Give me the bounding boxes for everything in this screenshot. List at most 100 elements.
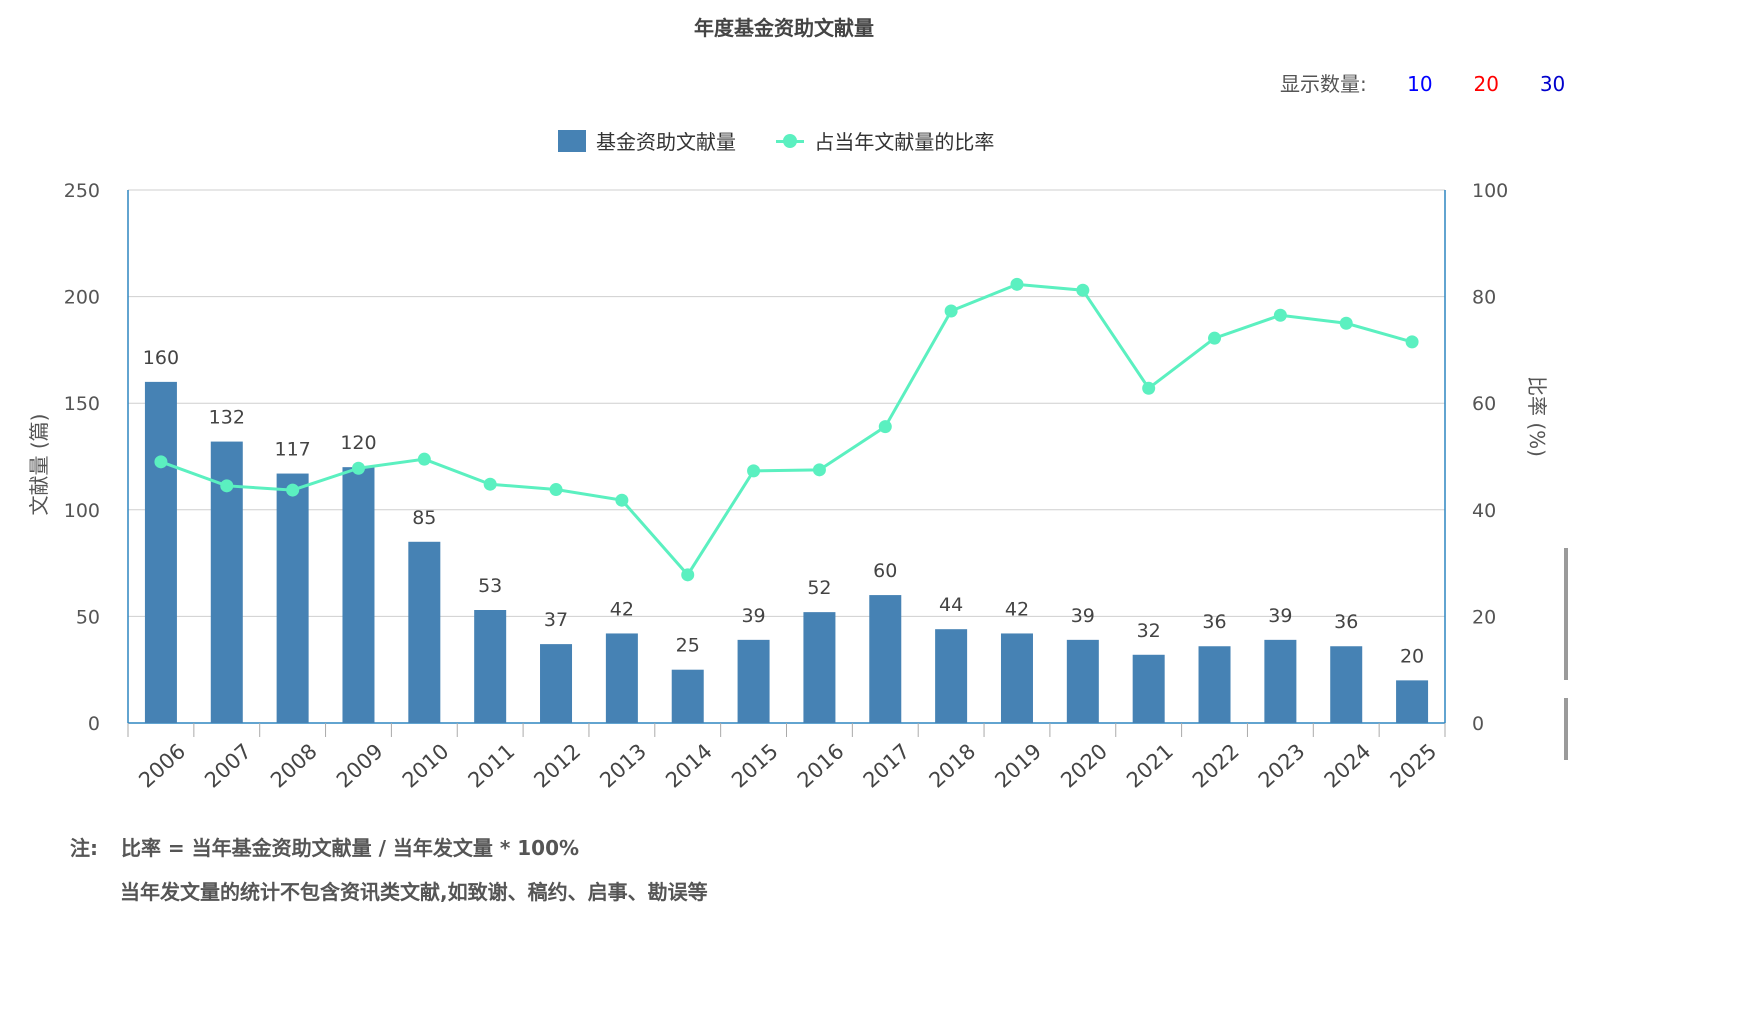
note-line-2: 当年发文量的统计不包含资讯类文献,如致谢、稿约、启事、勘误等 [120, 880, 708, 904]
legend-item-line-series[interactable]: 占当年文献量的比率 [776, 126, 994, 155]
bar [1198, 646, 1231, 723]
x-axis-tick-label: 2021 [1122, 739, 1178, 793]
bar [1330, 646, 1363, 723]
y2-axis-tick-label: 80 [1472, 287, 1496, 309]
bar-data-label: 37 [544, 609, 568, 631]
ratio-point [549, 483, 563, 497]
y2-axis-tick-label: 20 [1472, 606, 1496, 628]
note-line-1: 注: 比率 = 当年基金资助文献量 / 当年发文量 * 100% [70, 832, 579, 861]
bar [935, 629, 968, 723]
legend-line-label: 占当年文献量的比率 [814, 130, 995, 154]
ratio-point [681, 568, 695, 582]
page-edge-scroll-indicator-lower [1564, 698, 1568, 760]
bar-data-label: 60 [873, 560, 897, 582]
ratio-point [154, 455, 168, 469]
ratio-point [417, 452, 431, 466]
bar [1396, 680, 1429, 723]
x-axis-tick-label: 2013 [595, 739, 651, 793]
y-axis-tick-label: 100 [64, 500, 100, 522]
bar-data-label: 36 [1334, 611, 1358, 633]
bar-data-label: 25 [676, 635, 700, 657]
x-axis-tick-label: 2008 [266, 739, 322, 793]
x-axis-tick-label: 2016 [793, 739, 849, 793]
chart-title: 年度基金资助文献量 [694, 16, 874, 40]
page-edge-scroll-indicator [1564, 548, 1568, 680]
bar-data-label: 120 [340, 432, 376, 454]
display-count-label: 显示数量: [1280, 72, 1367, 96]
ratio-point [286, 483, 300, 497]
ratio-point [747, 464, 761, 478]
bar [737, 639, 770, 723]
bar-data-label: 36 [1202, 611, 1226, 633]
x-axis-tick-label: 2023 [1254, 739, 1310, 793]
x-axis-tick-label: 2025 [1385, 739, 1441, 793]
x-axis-tick-label: 2014 [661, 739, 717, 793]
bar-data-label: 132 [209, 407, 245, 429]
bar-data-label: 32 [1137, 620, 1161, 642]
ratio-point [1405, 335, 1419, 349]
bar [1132, 654, 1165, 723]
bar [540, 644, 573, 723]
bar-data-label: 53 [478, 575, 502, 597]
y2-axis-tick-label: 60 [1472, 393, 1496, 415]
bar-data-label: 39 [1071, 605, 1095, 627]
bar-data-label: 160 [143, 347, 179, 369]
bar-data-label: 85 [412, 507, 436, 529]
ratio-point [812, 463, 826, 477]
ratio-line [160, 282, 1413, 578]
y2-axis-tick-label: 40 [1472, 500, 1496, 522]
bar [1264, 639, 1297, 723]
y-axis-tick-label: 200 [64, 287, 100, 309]
display-count-option-20[interactable]: 20 [1473, 72, 1499, 96]
display-count-option-30[interactable]: 30 [1539, 72, 1566, 96]
y-axis-tick-label: 250 [64, 180, 100, 202]
bar-data-label: 20 [1400, 645, 1424, 667]
x-axis-tick-label: 2015 [727, 739, 783, 793]
ratio-point [351, 461, 365, 475]
y-axis-tick-label: 150 [64, 393, 100, 415]
combo-chart: 0 50 100 150 200 250 0 20 40 60 80 100 160 132 117 120 8… [27, 180, 1549, 793]
bar [605, 633, 638, 723]
y-axis-tick-label: 50 [76, 606, 100, 628]
display-count-selector: 显示数量: 10 20 30 [1280, 68, 1600, 97]
bar-series-swatch [558, 129, 586, 152]
ratio-point [878, 420, 892, 434]
ratio-point [615, 493, 629, 507]
y-axis-tick-label: 0 [88, 713, 100, 735]
ratio-point [1142, 381, 1156, 395]
ratio-point [1339, 316, 1353, 330]
bar [144, 381, 177, 723]
y-axis-title: 文献量 (篇) [27, 414, 51, 516]
bar [671, 669, 704, 723]
bar-data-label: 39 [1268, 605, 1292, 627]
bar [1066, 639, 1099, 723]
bar [408, 541, 441, 723]
x-axis-tick-label: 2006 [134, 739, 190, 793]
bar-data-label: 117 [274, 439, 310, 461]
legend-bar-label: 基金资助文献量 [596, 130, 736, 154]
bar [342, 467, 375, 723]
chart-legend: 基金资助文献量 占当年文献量的比率 [558, 126, 1028, 157]
display-count-option-10[interactable]: 10 [1407, 72, 1433, 96]
bar-data-label: 42 [1005, 598, 1029, 620]
bar-data-label: 52 [807, 577, 831, 599]
bar [474, 610, 507, 723]
y2-axis-tick-label: 100 [1472, 180, 1508, 202]
x-axis-tick-label: 2024 [1320, 739, 1376, 793]
x-axis-tick-label: 2019 [990, 739, 1046, 793]
bar-data-label: 42 [610, 598, 634, 620]
x-axis-tick-label: 2009 [332, 739, 388, 793]
bar [1000, 633, 1033, 723]
x-axis-tick-label: 2017 [859, 739, 915, 793]
ratio-point [1273, 308, 1287, 322]
line-series-swatch [776, 130, 805, 152]
bar [869, 595, 902, 723]
note-formula: 比率 = 当年基金资助文献量 / 当年发文量 * 100% [120, 836, 580, 860]
ratio-point [220, 479, 234, 493]
bar-data-label: 44 [939, 594, 963, 616]
ratio-point [1076, 283, 1090, 297]
note-prefix: 注: [70, 836, 98, 860]
x-axis-tick-label: 2010 [398, 739, 454, 793]
legend-item-bar-series[interactable]: 基金资助文献量 [558, 126, 736, 155]
x-axis-tick-label: 2012 [529, 739, 585, 793]
